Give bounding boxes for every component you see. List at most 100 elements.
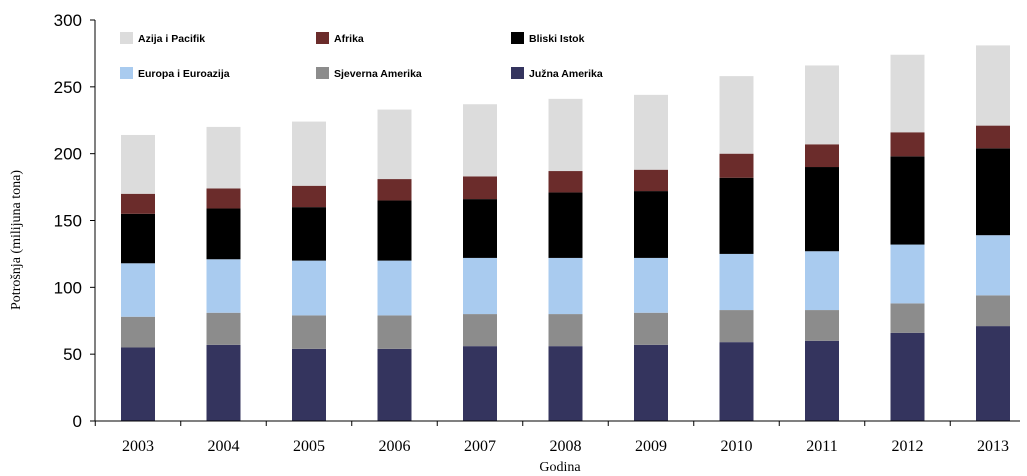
- bar-segment-južna-amerika-2008: [548, 346, 583, 421]
- bar-segment-afrika-2005: [292, 185, 326, 208]
- bar-segment-europa-i-euroazija-2009: [634, 257, 668, 313]
- bar-segment-bliski-istok-2003: [121, 213, 155, 264]
- bar-segment-sjeverna-amerika-2008: [548, 314, 583, 347]
- bar-segment-bliski-istok-2008: [548, 192, 583, 258]
- bar-segment-azija-i-pacifik-2008: [548, 98, 583, 172]
- y-tick-label-0: 0: [73, 412, 82, 431]
- x-tick-label-2010: 2010: [721, 438, 753, 455]
- y-tick-label-250: 250: [54, 78, 82, 97]
- bar-segment-azija-i-pacifik-2007: [463, 104, 497, 177]
- bar-segment-bliski-istok-2012: [890, 156, 925, 245]
- bar-segment-južna-amerika-2003: [121, 347, 155, 421]
- bar-segment-azija-i-pacifik-2004: [206, 126, 241, 189]
- x-axis-title: Godina: [539, 460, 581, 475]
- x-tick-label-2004: 2004: [208, 438, 240, 455]
- bar-segment-azija-i-pacifik-2012: [890, 54, 925, 133]
- bar-segment-južna-amerika-2006: [377, 348, 412, 421]
- bar-segment-azija-i-pacifik-2011: [805, 65, 839, 145]
- bar-segment-europa-i-euroazija-2012: [890, 244, 925, 304]
- bar-segment-južna-amerika-2009: [634, 344, 668, 421]
- legend-swatch-europa-i-euroazija: [120, 67, 133, 79]
- x-tick-label-2003: 2003: [122, 438, 154, 455]
- x-tick-label-2009: 2009: [635, 438, 667, 455]
- x-tick-label-2012: 2012: [892, 438, 924, 455]
- bar-segment-europa-i-euroazija-2010: [719, 253, 754, 311]
- bar-segment-bliski-istok-2007: [463, 199, 497, 258]
- bar-segment-sjeverna-amerika-2009: [634, 312, 668, 345]
- bar-segment-afrika-2013: [976, 125, 1010, 149]
- bar-segment-sjeverna-amerika-2005: [292, 315, 326, 349]
- bar-segment-južna-amerika-2010: [719, 342, 754, 421]
- bar-segment-azija-i-pacifik-2006: [377, 109, 412, 180]
- bar-segment-bliski-istok-2009: [634, 191, 668, 258]
- legend-swatch-južna-amerika: [511, 67, 524, 79]
- y-tick-label-150: 150: [54, 212, 82, 231]
- bar-segment-afrika-2011: [805, 144, 839, 168]
- legend-label-afrika: Afrika: [334, 33, 364, 45]
- x-tick-label-2005: 2005: [293, 438, 325, 455]
- bar-segment-bliski-istok-2013: [976, 148, 1010, 236]
- bar-segment-afrika-2009: [634, 169, 668, 192]
- x-tick-label-2007: 2007: [464, 438, 496, 455]
- legend-swatch-azija-i-pacifik: [120, 32, 133, 44]
- y-tick-label-200: 200: [54, 145, 82, 164]
- bar-segment-sjeverna-amerika-2004: [206, 312, 241, 345]
- bar-segment-afrika-2012: [890, 132, 925, 157]
- y-tick-label-100: 100: [54, 278, 82, 297]
- x-tick-label-2008: 2008: [550, 438, 582, 455]
- bar-segment-azija-i-pacifik-2005: [292, 121, 326, 186]
- bar-segment-južna-amerika-2004: [206, 344, 241, 421]
- legend-swatch-bliski-istok: [511, 32, 524, 44]
- bar-segment-bliski-istok-2004: [206, 208, 241, 260]
- legend: Azija i Pacifik Afrika Bliski Istok Europa …: [120, 32, 603, 80]
- bar-segment-sjeverna-amerika-2010: [719, 310, 754, 343]
- bar-segment-europa-i-euroazija-2003: [121, 263, 155, 317]
- bar-segment-sjeverna-amerika-2007: [463, 314, 497, 347]
- bar-segment-afrika-2010: [719, 153, 754, 178]
- y-tick-label-50: 50: [63, 345, 82, 364]
- bar-segment-južna-amerika-2013: [976, 326, 1010, 421]
- legend-swatch-afrika: [316, 32, 329, 44]
- bar-segment-europa-i-euroazija-2007: [463, 257, 497, 315]
- bar-segment-europa-i-euroazija-2006: [377, 260, 412, 316]
- bar-segment-afrika-2007: [463, 176, 497, 200]
- bar-segment-sjeverna-amerika-2003: [121, 316, 155, 348]
- bar-segment-europa-i-euroazija-2013: [976, 235, 1010, 296]
- bar-segment-južna-amerika-2012: [890, 332, 925, 421]
- legend-label-južna-amerika: Južna Amerika: [529, 68, 603, 80]
- bar-segment-afrika-2008: [548, 171, 583, 193]
- bar-segment-afrika-2004: [206, 188, 241, 209]
- bar-segment-europa-i-euroazija-2004: [206, 259, 241, 313]
- bar-segment-afrika-2003: [121, 193, 155, 214]
- legend-label-bliski-istok: Bliski Istok: [529, 33, 585, 45]
- x-tick-label-2011: 2011: [806, 438, 837, 455]
- bar-segment-azija-i-pacifik-2003: [121, 134, 155, 194]
- bar-segment-južna-amerika-2005: [292, 348, 326, 421]
- y-tick-label-300: 300: [54, 11, 82, 30]
- bar-segment-europa-i-euroazija-2005: [292, 260, 326, 316]
- bar-segment-azija-i-pacifik-2013: [976, 45, 1010, 126]
- legend-swatch-sjeverna-amerika: [316, 67, 329, 79]
- bar-segment-sjeverna-amerika-2013: [976, 295, 1010, 327]
- bar-segment-bliski-istok-2005: [292, 207, 326, 261]
- bar-segment-europa-i-euroazija-2011: [805, 251, 839, 311]
- bar-segment-azija-i-pacifik-2010: [719, 76, 754, 154]
- bar-segment-južna-amerika-2011: [805, 340, 839, 421]
- bar-segment-bliski-istok-2011: [805, 167, 839, 252]
- bar-segment-bliski-istok-2010: [719, 177, 754, 254]
- bar-segment-sjeverna-amerika-2011: [805, 310, 839, 341]
- bar-segment-afrika-2006: [377, 179, 412, 201]
- bar-segment-azija-i-pacifik-2009: [634, 94, 668, 170]
- axes-layer: 0 50 100 150 200 250 300 2003 2004 2005 2006 2007 20…: [54, 11, 1020, 455]
- bar-segment-bliski-istok-2006: [377, 200, 412, 261]
- bar-segment-južna-amerika-2007: [463, 346, 497, 421]
- legend-label-europa-i-euroazija: Europa i Euroazija: [138, 68, 230, 80]
- bar-segment-sjeverna-amerika-2006: [377, 315, 412, 349]
- bar-segment-europa-i-euroazija-2008: [548, 257, 583, 315]
- bar-segment-sjeverna-amerika-2012: [890, 303, 925, 333]
- legend-label-azija-i-pacifik: Azija i Pacifik: [138, 33, 205, 45]
- x-tick-label-2013: 2013: [977, 438, 1009, 455]
- y-axis-title: Potrošnja (milijuna tona): [9, 170, 24, 310]
